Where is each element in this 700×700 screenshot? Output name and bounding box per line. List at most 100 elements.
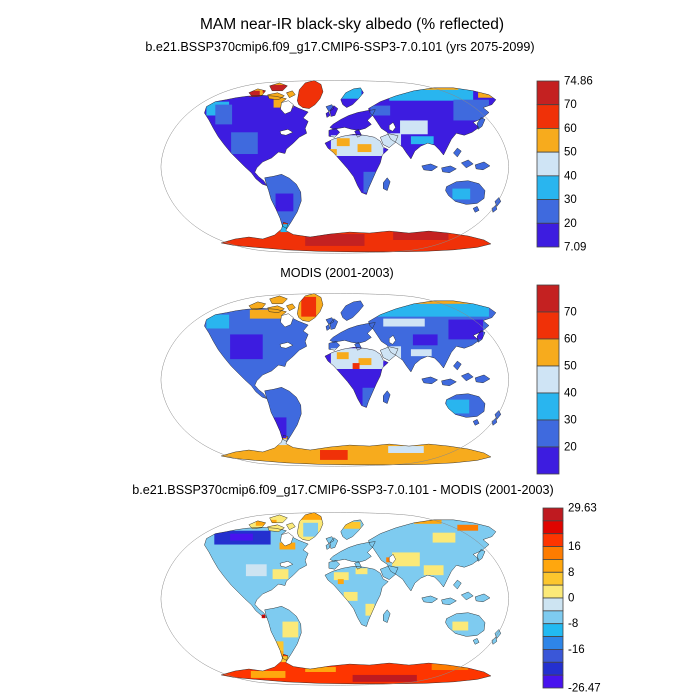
colorbar-segment <box>542 623 564 637</box>
colorbar-segment <box>542 559 564 573</box>
panel-2-title: MODIS (2001-2003) <box>280 266 393 280</box>
albedo-cell-patch <box>337 579 344 585</box>
colorbar-segment <box>536 175 560 200</box>
albedo-cell-patch <box>333 572 349 581</box>
albedo-cell-patch <box>340 87 362 99</box>
albedo-cell-patch <box>355 568 368 575</box>
colorbar-tick-label: 40 <box>564 388 577 400</box>
albedo-cell-patch <box>365 603 375 616</box>
albedo-cell-patch <box>352 674 417 682</box>
albedo-cell-patch <box>231 132 258 155</box>
colorbar-segment <box>536 222 560 248</box>
colorbar-segment <box>542 597 564 612</box>
colorbar-segment <box>536 80 560 106</box>
albedo-cell-patch <box>478 90 494 98</box>
albedo-cell-patch <box>245 564 267 577</box>
colorbar-model: 74.86 70 60 50 40 30 20 7.09 <box>536 76 593 254</box>
albedo-cell-patch <box>452 621 469 631</box>
colorbar-tick-label: 30 <box>564 415 577 427</box>
colorbar-tick-label: 74.86 <box>564 76 593 88</box>
albedo-cell-patch <box>320 450 348 460</box>
albedo-cell-patch <box>370 105 391 116</box>
albedo-cell-patch <box>457 524 479 531</box>
colorbar-difference: 29.63 16 8 0 -8 -16 -26.47 <box>542 503 601 695</box>
albedo-cell-patch <box>362 387 380 407</box>
albedo-cell-patch <box>423 565 444 576</box>
albedo-cell-patch <box>280 224 290 233</box>
colorbar-tick-label: 70 <box>564 307 577 319</box>
albedo-cell-patch <box>303 522 319 537</box>
colorbar-tick-label: 0 <box>568 593 574 605</box>
albedo-cell-patch <box>423 84 459 90</box>
albedo-cell-patch <box>410 349 432 357</box>
colorbar-segment <box>536 311 560 340</box>
colorbar-tick-label: 7.09 <box>564 242 586 254</box>
colorbar-segment <box>536 199 560 224</box>
landmass-greenland <box>297 80 323 109</box>
colorbar-segment <box>536 104 560 129</box>
albedo-cell-patch <box>392 552 420 567</box>
colorbar-segment <box>536 446 560 475</box>
albedo-cell-patch <box>301 296 317 317</box>
albedo-cell-patch <box>336 352 349 360</box>
colorbar-tick-label: 60 <box>564 123 577 135</box>
albedo-cell-patch <box>305 667 336 672</box>
colorbar-tick-label: 29.63 <box>568 503 597 515</box>
albedo-cell-patch <box>279 542 296 550</box>
colorbar-segment <box>542 674 564 689</box>
albedo-cell-patch <box>358 358 372 366</box>
albedo-cell-patch <box>262 84 289 93</box>
albedo-cell-patch <box>412 334 438 346</box>
colorbar-modis: 70 60 50 40 30 20 <box>536 284 577 475</box>
colorbar-tick-label: 30 <box>564 194 577 206</box>
albedo-cell-patch <box>410 136 434 145</box>
colorbar-tick-label: 16 <box>568 541 581 553</box>
albedo-cell-patch <box>343 591 358 601</box>
map-modis-2001-2003 <box>160 293 509 467</box>
albedo-cell-patch <box>446 399 470 414</box>
albedo-cell-patch <box>275 193 294 212</box>
albedo-cell-patch <box>230 533 253 541</box>
albedo-cell-patch <box>431 664 469 671</box>
albedo-cell-patch <box>400 120 428 135</box>
albedo-cell-patch <box>357 144 372 153</box>
colorbar-segment <box>542 636 564 650</box>
albedo-cell-patch <box>343 521 361 529</box>
panel-3-title: b.e21.BSSP370cmip6.f09_g17.CMIP6-SSP3-7.… <box>132 483 553 497</box>
albedo-cell-patch <box>453 99 489 121</box>
map-model-minus-modis <box>160 512 509 686</box>
map-model-2075-2099 <box>160 80 509 254</box>
albedo-cell-patch <box>248 90 260 97</box>
albedo-cell-patch <box>388 446 424 453</box>
albedo-cell-patch <box>393 231 449 240</box>
colorbar-segment <box>536 365 560 394</box>
panel-1-title: b.e21.BSSP370cmip6.f09_g17.CMIP6-SSP3-7.… <box>145 40 534 54</box>
landmass-europe <box>325 300 376 351</box>
colorbar-segment <box>542 649 564 663</box>
albedo-cell-patch <box>274 439 288 446</box>
colorbar-tick-label: 60 <box>564 334 577 346</box>
albedo-cell-patch <box>352 363 360 370</box>
albedo-cell-patch <box>215 104 233 125</box>
colorbar-tick-label: -16 <box>568 644 585 656</box>
figure-title: MAM near-IR black-sky albedo (% reflecte… <box>200 16 504 33</box>
albedo-cell-patch <box>305 234 365 246</box>
albedo-cell-patch <box>250 670 286 678</box>
colorbar-segment <box>542 533 564 547</box>
albedo-cell-patch <box>336 138 350 147</box>
albedo-cell-patch <box>448 319 484 340</box>
colorbar-segment <box>536 284 560 313</box>
colorbar-segment <box>542 546 564 560</box>
colorbar-tick-label: 40 <box>564 170 577 182</box>
colorbar-tick-label: 70 <box>564 99 577 111</box>
colorbar-segment <box>536 151 560 177</box>
colorbar-segment <box>536 392 560 421</box>
colorbar-segment <box>536 128 560 153</box>
landmasses <box>204 293 501 465</box>
albedo-cell-patch <box>298 512 322 520</box>
albedo-cell-patch <box>452 188 471 200</box>
albedo-cell-patch <box>383 318 425 327</box>
colorbar-segment <box>542 520 564 535</box>
